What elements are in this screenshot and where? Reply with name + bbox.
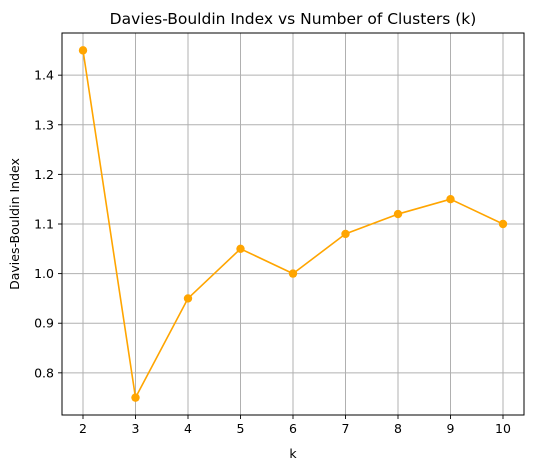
y-tick-label: 1.2 (34, 167, 54, 182)
y-tick-label: 0.9 (34, 316, 54, 331)
x-tick-label: 7 (342, 421, 350, 436)
series-layer (78, 46, 508, 402)
x-tick-label: 5 (237, 421, 245, 436)
x-tick-label: 6 (289, 421, 297, 436)
data-point (183, 294, 193, 303)
data-point (446, 194, 455, 204)
data-point (236, 244, 245, 254)
y-tick-label: 1.1 (34, 217, 54, 232)
data-point (498, 219, 508, 229)
y-tick-label: 0.8 (34, 365, 54, 380)
ticks: 2 3 4 5 6 7 8 9 10 0.8 0.9 1.0 1.1 1.2 1.3 1.4 (34, 68, 511, 436)
y-tick-label: 1.4 (34, 68, 54, 83)
x-tick-label: 2 (79, 421, 87, 436)
x-axis-label: k (289, 446, 297, 461)
data-point (393, 209, 403, 219)
data-point (131, 393, 140, 402)
x-tick-label: 10 (495, 421, 511, 436)
x-tick-label: 3 (132, 421, 140, 436)
x-tick-label: 4 (184, 421, 192, 436)
y-tick-label: 1.0 (34, 266, 54, 281)
y-axis-label: Davies-Bouldin Index (7, 158, 22, 290)
data-point (288, 269, 298, 278)
data-point (341, 229, 350, 239)
y-tick-label: 1.3 (34, 117, 54, 132)
chart-title: Davies-Bouldin Index vs Number of Cluste… (110, 10, 477, 28)
x-tick-label: 8 (394, 421, 402, 436)
x-tick-label: 9 (447, 421, 455, 436)
data-point (78, 46, 88, 55)
grid (62, 33, 524, 415)
